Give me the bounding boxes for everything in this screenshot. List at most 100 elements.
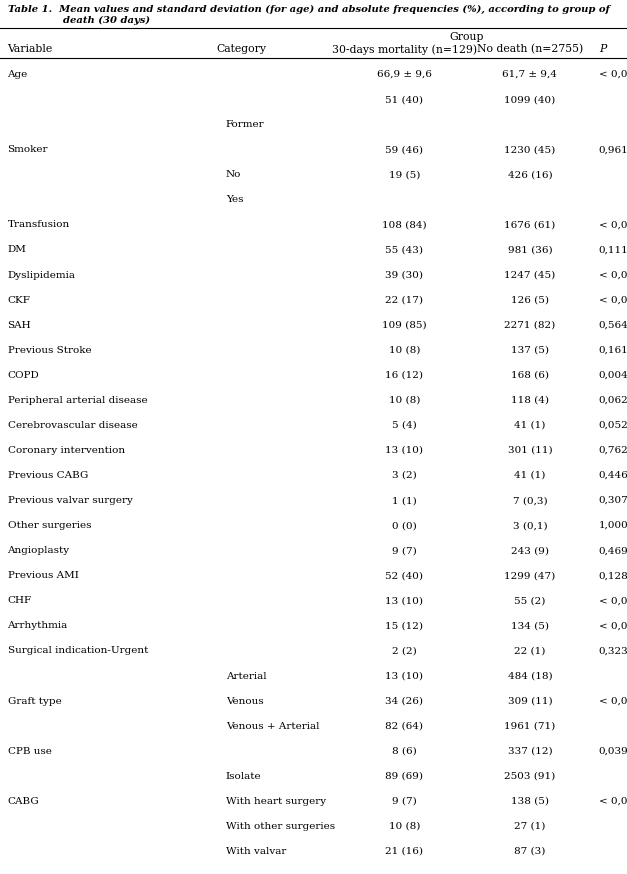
Text: 55 (2): 55 (2) — [514, 596, 545, 606]
Text: 137 (5): 137 (5) — [511, 346, 549, 355]
Text: 243 (9): 243 (9) — [511, 546, 549, 555]
Text: 7 (0,3): 7 (0,3) — [512, 496, 547, 505]
Text: < 0,001: < 0,001 — [599, 220, 627, 229]
Text: CHF: CHF — [8, 596, 31, 606]
Text: 22 (17): 22 (17) — [386, 295, 423, 305]
Text: Group: Group — [450, 32, 485, 42]
Text: 108 (84): 108 (84) — [382, 220, 427, 229]
Text: Angioplasty: Angioplasty — [8, 546, 70, 555]
Text: 1230 (45): 1230 (45) — [504, 145, 556, 154]
Text: Previous CABG: Previous CABG — [8, 471, 88, 480]
Text: 2 (2): 2 (2) — [392, 647, 417, 656]
Text: With other surgeries: With other surgeries — [226, 822, 335, 831]
Text: 22 (1): 22 (1) — [514, 647, 545, 656]
Text: No death (n=2755): No death (n=2755) — [477, 44, 583, 54]
Text: Coronary intervention: Coronary intervention — [8, 446, 125, 455]
Text: 1247 (45): 1247 (45) — [504, 271, 556, 280]
Text: 82 (64): 82 (64) — [386, 722, 423, 731]
Text: Arterial: Arterial — [226, 671, 266, 681]
Text: 1 (1): 1 (1) — [392, 496, 417, 505]
Text: 134 (5): 134 (5) — [511, 621, 549, 630]
Text: 138 (5): 138 (5) — [511, 797, 549, 806]
Text: 87 (3): 87 (3) — [514, 847, 545, 856]
Text: 0,469: 0,469 — [599, 546, 627, 555]
Text: 66,9 ± 9,6: 66,9 ± 9,6 — [377, 70, 432, 79]
Text: 16 (12): 16 (12) — [386, 371, 423, 380]
Text: 337 (12): 337 (12) — [507, 746, 552, 756]
Text: 0,161: 0,161 — [599, 346, 627, 355]
Text: Isolate: Isolate — [226, 772, 261, 780]
Text: Previous AMI: Previous AMI — [8, 572, 78, 580]
Text: < 0,001: < 0,001 — [599, 271, 627, 280]
Text: Yes: Yes — [226, 196, 243, 205]
Text: 0,564: 0,564 — [599, 321, 627, 329]
Text: 55 (43): 55 (43) — [386, 246, 423, 254]
Text: 13 (10): 13 (10) — [386, 596, 423, 606]
Text: P: P — [599, 44, 606, 54]
Text: CPB use: CPB use — [8, 746, 51, 756]
Text: SAH: SAH — [8, 321, 31, 329]
Text: 1,000: 1,000 — [599, 521, 627, 531]
Text: 0,762: 0,762 — [599, 446, 627, 455]
Text: 10 (8): 10 (8) — [389, 396, 420, 405]
Text: 0,039: 0,039 — [599, 746, 627, 756]
Text: 15 (12): 15 (12) — [386, 621, 423, 630]
Text: Venous: Venous — [226, 697, 263, 705]
Text: Venous + Arterial: Venous + Arterial — [226, 722, 319, 731]
Text: 8 (6): 8 (6) — [392, 746, 417, 756]
Text: 21 (16): 21 (16) — [386, 847, 423, 856]
Text: Category: Category — [216, 44, 266, 54]
Text: Graft type: Graft type — [8, 697, 61, 705]
Text: 168 (6): 168 (6) — [511, 371, 549, 380]
Text: 0 (0): 0 (0) — [392, 521, 417, 531]
Text: 309 (11): 309 (11) — [507, 697, 552, 705]
Text: 1961 (71): 1961 (71) — [504, 722, 556, 731]
Text: 34 (26): 34 (26) — [386, 697, 423, 705]
Text: 1099 (40): 1099 (40) — [504, 95, 556, 104]
Text: 301 (11): 301 (11) — [507, 446, 552, 455]
Text: < 0,001: < 0,001 — [599, 797, 627, 806]
Text: < 0,001: < 0,001 — [599, 596, 627, 606]
Text: 3 (0,1): 3 (0,1) — [512, 521, 547, 531]
Text: < 0,001: < 0,001 — [599, 295, 627, 305]
Text: 41 (1): 41 (1) — [514, 421, 545, 430]
Text: 52 (40): 52 (40) — [386, 572, 423, 580]
Text: Smoker: Smoker — [8, 145, 48, 154]
Text: 30-days mortality (n=129): 30-days mortality (n=129) — [332, 44, 477, 54]
Text: < 0,001: < 0,001 — [599, 70, 627, 79]
Text: CABG: CABG — [8, 797, 40, 806]
Text: Surgical indication-Urgent: Surgical indication-Urgent — [8, 647, 148, 656]
Text: 41 (1): 41 (1) — [514, 471, 545, 480]
Text: Transfusion: Transfusion — [8, 220, 70, 229]
Text: DM: DM — [8, 246, 26, 254]
Text: With valvar: With valvar — [226, 847, 286, 856]
Text: 10 (8): 10 (8) — [389, 822, 420, 831]
Text: 19 (5): 19 (5) — [389, 170, 420, 179]
Text: 2503 (91): 2503 (91) — [504, 772, 556, 780]
Text: 27 (1): 27 (1) — [514, 822, 545, 831]
Text: 981 (36): 981 (36) — [507, 246, 552, 254]
Text: CKF: CKF — [8, 295, 30, 305]
Text: death (30 days): death (30 days) — [63, 16, 150, 25]
Text: 126 (5): 126 (5) — [511, 295, 549, 305]
Text: 0,323: 0,323 — [599, 647, 627, 656]
Text: Table 1.  Mean values and standard deviation (for age) and absolute frequencies : Table 1. Mean values and standard deviat… — [8, 5, 609, 14]
Text: 13 (10): 13 (10) — [386, 671, 423, 681]
Text: 9 (7): 9 (7) — [392, 797, 417, 806]
Text: 51 (40): 51 (40) — [386, 95, 423, 104]
Text: 39 (30): 39 (30) — [386, 271, 423, 280]
Text: Previous valvar surgery: Previous valvar surgery — [8, 496, 132, 505]
Text: < 0,001: < 0,001 — [599, 697, 627, 705]
Text: 0,111: 0,111 — [599, 246, 627, 254]
Text: 0,961: 0,961 — [599, 145, 627, 154]
Text: Age: Age — [8, 70, 28, 79]
Text: 59 (46): 59 (46) — [386, 145, 423, 154]
Text: Former: Former — [226, 120, 265, 129]
Text: 1676 (61): 1676 (61) — [504, 220, 556, 229]
Text: 10 (8): 10 (8) — [389, 346, 420, 355]
Text: 118 (4): 118 (4) — [511, 396, 549, 405]
Text: COPD: COPD — [8, 371, 40, 380]
Text: 2271 (82): 2271 (82) — [504, 321, 556, 329]
Text: With heart surgery: With heart surgery — [226, 797, 326, 806]
Text: Arrhythmia: Arrhythmia — [8, 621, 68, 630]
